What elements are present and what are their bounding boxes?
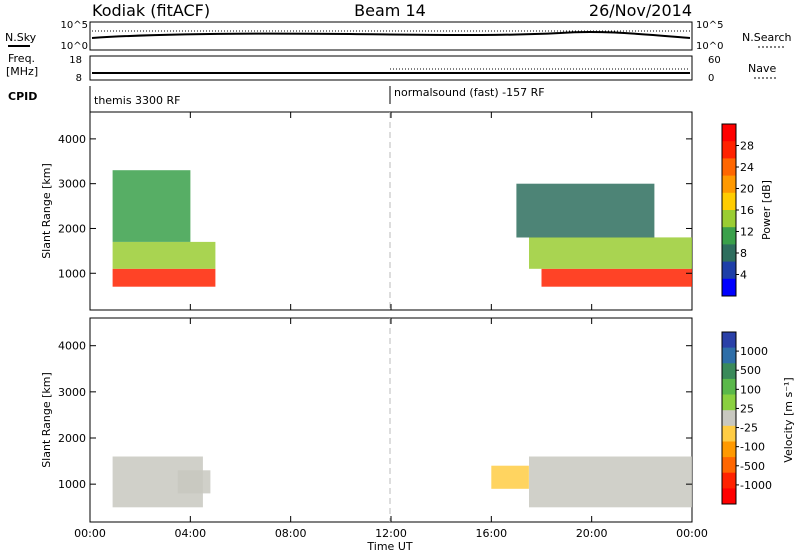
velocity-colorbar-label: Velocity [m s⁻¹] <box>782 377 795 462</box>
power-ylabel: Slant Range [km] <box>40 163 53 259</box>
vel-region-1 <box>177 470 211 494</box>
noise-panel-frame <box>89 21 693 51</box>
power-cbar-swatch-6 <box>722 227 736 245</box>
power-cbar-tick-label-1: 24 <box>740 161 754 174</box>
xtick-label-4: 16:00 <box>475 527 507 540</box>
power-region-3 <box>541 268 692 287</box>
vel-ytick-label-0: 4000 <box>58 340 86 353</box>
power-region-2 <box>112 170 191 242</box>
vel-cbar-swatch-7 <box>722 441 736 458</box>
power-region-5 <box>516 183 655 238</box>
velocity-panel: 4000 3000 2000 1000 Slant Range [km] <box>40 317 693 523</box>
vel-ytick-label-3: 1000 <box>58 478 86 491</box>
vel-cbar-swatch-6 <box>722 425 736 442</box>
vel-region-2 <box>529 456 692 508</box>
vel-cbar-swatch-0 <box>722 332 736 349</box>
freq-left-tick-bottom: 8 <box>76 73 82 84</box>
power-cbar-swatch-8 <box>722 261 736 280</box>
power-cbar-tick-label-0: 28 <box>740 140 754 153</box>
power-cbar-tick-label-6: 4 <box>740 269 747 282</box>
xtick-label-2: 08:00 <box>275 527 307 540</box>
power-cbar-tick-label-5: 8 <box>740 247 747 260</box>
beam-title: Beam 14 <box>354 1 426 20</box>
freq-label: Freq. <box>8 52 35 65</box>
freq-panel-frame <box>89 55 693 81</box>
freq-right-tick-top: 60 <box>708 55 721 66</box>
power-ytick-label-0: 4000 <box>58 133 86 146</box>
power-cbar-tick-label-4: 12 <box>740 226 754 239</box>
vel-ytick-label-1: 3000 <box>58 386 86 399</box>
vel-cbar-tick-label-5: -100 <box>740 441 765 454</box>
mhz-label: [MHz] <box>6 65 38 78</box>
vel-cbar-frame <box>721 331 737 505</box>
power-cbar-tick-label-2: 20 <box>740 183 754 196</box>
nsky-label: N.Sky <box>5 31 37 44</box>
noise-left-tick-top: 10^5 <box>61 20 88 31</box>
power-region-1 <box>112 241 216 269</box>
xtick-label-6: 00:00 <box>676 527 708 540</box>
cpid-right-text: normalsound (fast) -157 RF <box>394 86 545 99</box>
date-title: 26/Nov/2014 <box>589 1 692 20</box>
velocity-ylabel: Slant Range [km] <box>40 372 53 468</box>
nsky-trace <box>91 30 691 39</box>
vel-cbar-swatch-8 <box>722 457 736 474</box>
vel-region-3 <box>491 465 529 489</box>
vel-cbar-swatch-1 <box>722 347 736 364</box>
velocity-marks <box>112 456 692 508</box>
power-ytick-label-3: 1000 <box>58 267 86 280</box>
vel-cbar-tick-label-0: 1000 <box>740 345 768 358</box>
noise-right-tick-top: 10^5 <box>696 20 723 31</box>
station-title: Kodiak (fitACF) <box>92 1 210 20</box>
nave-label: Nave <box>748 62 776 75</box>
noise-right-tick-bottom: 10^0 <box>696 41 723 52</box>
x-axis-ticks: 00:00 04:00 08:00 12:00 16:00 20:00 00:00 <box>74 112 708 540</box>
xtick-label-1: 04:00 <box>174 527 206 540</box>
vel-cbar-swatch-10 <box>722 488 736 505</box>
noise-left-tick-bottom: 10^0 <box>61 41 88 52</box>
freq-right-tick-bottom: 0 <box>708 73 714 84</box>
power-y-ticks: 4000 3000 2000 1000 <box>58 133 692 280</box>
vel-cbar-swatch-2 <box>722 363 736 380</box>
vel-cbar-tick-label-2: 100 <box>740 383 761 396</box>
power-cbar-swatch-5 <box>722 210 736 228</box>
power-ytick-label-1: 3000 <box>58 178 86 191</box>
power-ytick-label-2: 2000 <box>58 222 86 235</box>
power-panel: 4000 3000 2000 1000 Slant Range [km] <box>40 111 693 311</box>
x-axis-label: Time UT <box>366 540 412 553</box>
vel-cbar-tick-label-4: -25 <box>740 422 758 435</box>
vel-cbar-tick-label-3: 25 <box>740 402 754 415</box>
velocity-colorbar: 1000 500 100 25 -25 -100 -500 -1000 <box>721 331 772 505</box>
vel-ytick-label-2: 2000 <box>58 432 86 445</box>
power-region-0 <box>112 268 216 287</box>
power-cbar-swatch-3 <box>722 175 736 194</box>
power-cbar-swatch-1 <box>722 141 736 159</box>
freq-left-tick-top: 18 <box>69 55 82 66</box>
power-colorbar-label: Power [dB] <box>760 180 773 240</box>
vel-cbar-swatch-9 <box>722 472 736 489</box>
vel-cbar-tick-label-7: -1000 <box>740 479 772 492</box>
power-cbar-swatch-4 <box>722 192 736 211</box>
power-colorbar: 28 24 20 16 12 8 4 <box>721 123 754 297</box>
xtick-label-5: 20:00 <box>576 527 608 540</box>
cpid-label: CPID <box>8 90 37 103</box>
nsearch-label: N.Search <box>742 31 792 44</box>
power-cbar-swatch-7 <box>722 244 736 263</box>
power-cbar-tick-label-3: 16 <box>740 204 754 217</box>
vel-cbar-tick-label-1: 500 <box>740 364 761 377</box>
cpid-left-text: themis 3300 RF <box>94 94 181 107</box>
vel-cbar-swatch-5 <box>722 410 736 427</box>
vel-cbar-tick-label-6: -500 <box>740 460 765 473</box>
power-region-4 <box>529 237 692 269</box>
xtick-label-0: 00:00 <box>74 527 106 540</box>
power-cbar-swatch-9 <box>722 278 736 297</box>
power-cbar-swatch-2 <box>722 158 736 177</box>
power-cbar-swatch-0 <box>722 124 736 142</box>
power-marks <box>112 170 692 287</box>
xtick-label-3: 12:00 <box>375 527 407 540</box>
velocity-y-ticks: 4000 3000 2000 1000 <box>58 340 692 491</box>
vel-cbar-swatch-4 <box>722 394 736 411</box>
vel-cbar-swatch-3 <box>722 378 736 395</box>
